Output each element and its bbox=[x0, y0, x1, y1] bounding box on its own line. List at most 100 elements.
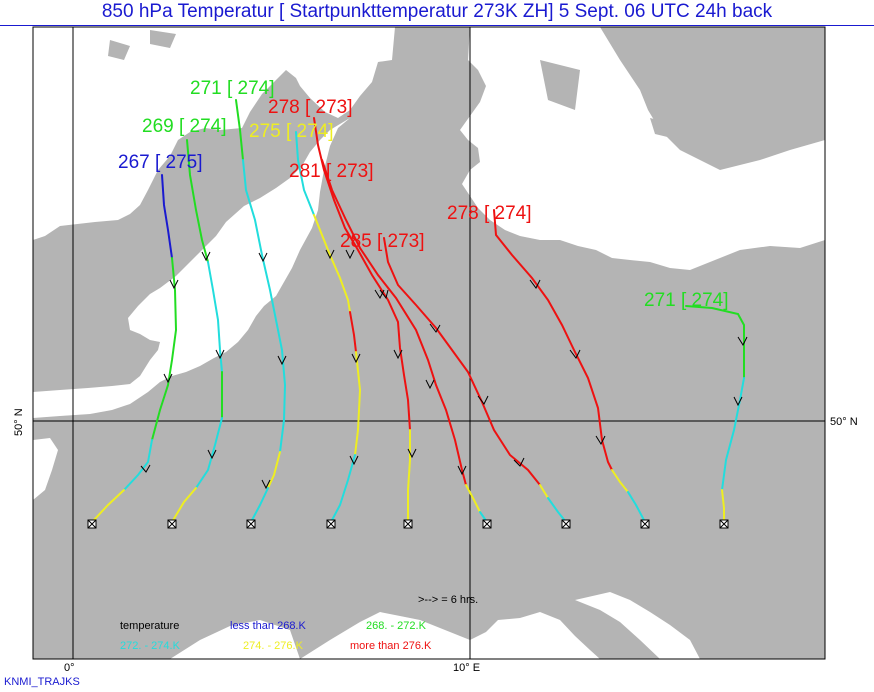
traj-segment bbox=[330, 454, 356, 523]
traj-segment bbox=[161, 174, 173, 259]
traj-segment bbox=[685, 305, 745, 379]
traj-segment bbox=[321, 159, 467, 486]
traj-label-7: 278 [ 274] bbox=[447, 203, 532, 224]
source-footer: KNMI_TRAJKS bbox=[4, 676, 80, 688]
english-channel bbox=[33, 118, 350, 418]
arrow-marker bbox=[261, 479, 271, 490]
island-shape bbox=[150, 30, 176, 48]
lon-label-0: 0° bbox=[64, 662, 75, 674]
trajectories bbox=[91, 99, 745, 523]
map-title: 850 hPa Temperatur [ Startpunkttemperatu… bbox=[101, 1, 773, 22]
arrow-marker bbox=[513, 457, 525, 467]
start-point-marker bbox=[482, 519, 492, 529]
traj-label-8: 285 [ 273] bbox=[340, 231, 425, 252]
traj-segment bbox=[91, 489, 125, 523]
arrow-time-note: >--> = 6 hrs. bbox=[418, 594, 478, 606]
traj-label-1: 271 [ 274] bbox=[190, 78, 275, 99]
arrow-marker bbox=[569, 349, 581, 359]
traj-label-4: 275 [ 274] bbox=[249, 121, 334, 142]
adriatic-sea bbox=[575, 592, 700, 659]
arrow-marker bbox=[737, 336, 748, 347]
time-arrows bbox=[140, 249, 748, 490]
arrow-marker bbox=[349, 455, 359, 466]
arrow-marker bbox=[379, 289, 389, 300]
arrow-marker bbox=[425, 379, 435, 390]
island-shape bbox=[540, 60, 580, 110]
start-point-marker bbox=[403, 519, 413, 529]
arrow-marker bbox=[429, 323, 441, 333]
traj-label-9: 271 [ 274] bbox=[644, 290, 729, 311]
legend-item-cyan: 272. - 274.K bbox=[120, 640, 181, 652]
start-point-marker bbox=[640, 519, 650, 529]
arrow-marker bbox=[140, 464, 151, 473]
trajectory-5 bbox=[313, 117, 411, 523]
arrow-marker bbox=[201, 251, 211, 262]
traj-segment bbox=[295, 131, 315, 216]
arrow-marker bbox=[733, 396, 743, 407]
traj-segment bbox=[721, 489, 725, 523]
traj-segment bbox=[407, 429, 411, 523]
traj-segment bbox=[547, 497, 567, 523]
traj-segment bbox=[721, 377, 745, 491]
arrow-marker bbox=[277, 355, 287, 366]
arrow-marker bbox=[407, 448, 417, 459]
island-shape bbox=[350, 540, 372, 590]
traj-label-2: 278 [ 273] bbox=[268, 97, 353, 118]
arrow-marker bbox=[345, 249, 355, 260]
traj-segment bbox=[242, 159, 287, 453]
legend-item-red: more than 276.K bbox=[350, 640, 432, 652]
traj-label-5: 267 [ 275] bbox=[118, 152, 203, 173]
start-point-marker bbox=[167, 519, 177, 529]
trajectory-labels: 271 [ 274] 278 [ 273] 269 [ 274] 275 [ 2… bbox=[118, 78, 729, 311]
start-point-marker bbox=[561, 519, 571, 529]
arrow-marker bbox=[325, 249, 335, 260]
start-point-marker bbox=[326, 519, 336, 529]
traj-segment bbox=[539, 484, 549, 499]
arrow-marker bbox=[258, 252, 268, 263]
start-point-marker bbox=[87, 519, 97, 529]
traj-segment bbox=[627, 491, 646, 523]
arrow-marker bbox=[595, 435, 606, 446]
traj-segment bbox=[465, 484, 481, 513]
trajectory-4 bbox=[295, 131, 362, 523]
title-underline bbox=[0, 25, 874, 26]
trajectory-8 bbox=[493, 209, 646, 523]
islands bbox=[108, 30, 690, 590]
arrow-marker bbox=[393, 349, 403, 360]
legend-item-blue: less than 268.K bbox=[230, 620, 306, 632]
arrow-marker bbox=[169, 279, 179, 290]
lat-label-left: 50° N bbox=[13, 408, 25, 436]
arrow-marker bbox=[374, 289, 385, 300]
arrow-marker bbox=[207, 449, 217, 460]
traj-segment bbox=[313, 117, 411, 431]
lon-label-10e: 10° E bbox=[453, 662, 480, 674]
traj-segment bbox=[349, 311, 357, 353]
arrow-marker bbox=[351, 353, 361, 364]
mediterranean bbox=[300, 612, 600, 659]
traj-segment bbox=[354, 351, 362, 456]
trajectory-7 bbox=[383, 237, 567, 523]
traj-segment bbox=[313, 214, 351, 313]
arrow-marker bbox=[457, 465, 467, 476]
traj-segment bbox=[186, 139, 209, 263]
north-sea bbox=[33, 27, 395, 240]
bay-of-biscay bbox=[33, 438, 58, 500]
legend-item-yellow: 274. - 276.K bbox=[243, 640, 304, 652]
arrow-marker bbox=[163, 373, 173, 384]
traj-segment bbox=[611, 469, 629, 493]
trajectory-9 bbox=[685, 305, 745, 523]
legend-title: temperature bbox=[120, 620, 179, 632]
start-points bbox=[87, 519, 729, 529]
legend-item-green: 268. - 272.K bbox=[366, 620, 427, 632]
gulf-of-lion bbox=[170, 620, 300, 659]
arrow-marker bbox=[529, 279, 541, 289]
temperature-legend: temperature less than 268.K 268. - 272.K… bbox=[120, 620, 432, 652]
traj-segment bbox=[493, 209, 613, 471]
traj-segment bbox=[383, 237, 541, 486]
lat-label-right: 50° N bbox=[830, 416, 858, 428]
trajectory-3 bbox=[235, 99, 287, 523]
island-shape bbox=[650, 118, 690, 140]
traj-label-6: 281 [ 273] bbox=[289, 161, 374, 182]
arrow-marker bbox=[215, 349, 225, 360]
